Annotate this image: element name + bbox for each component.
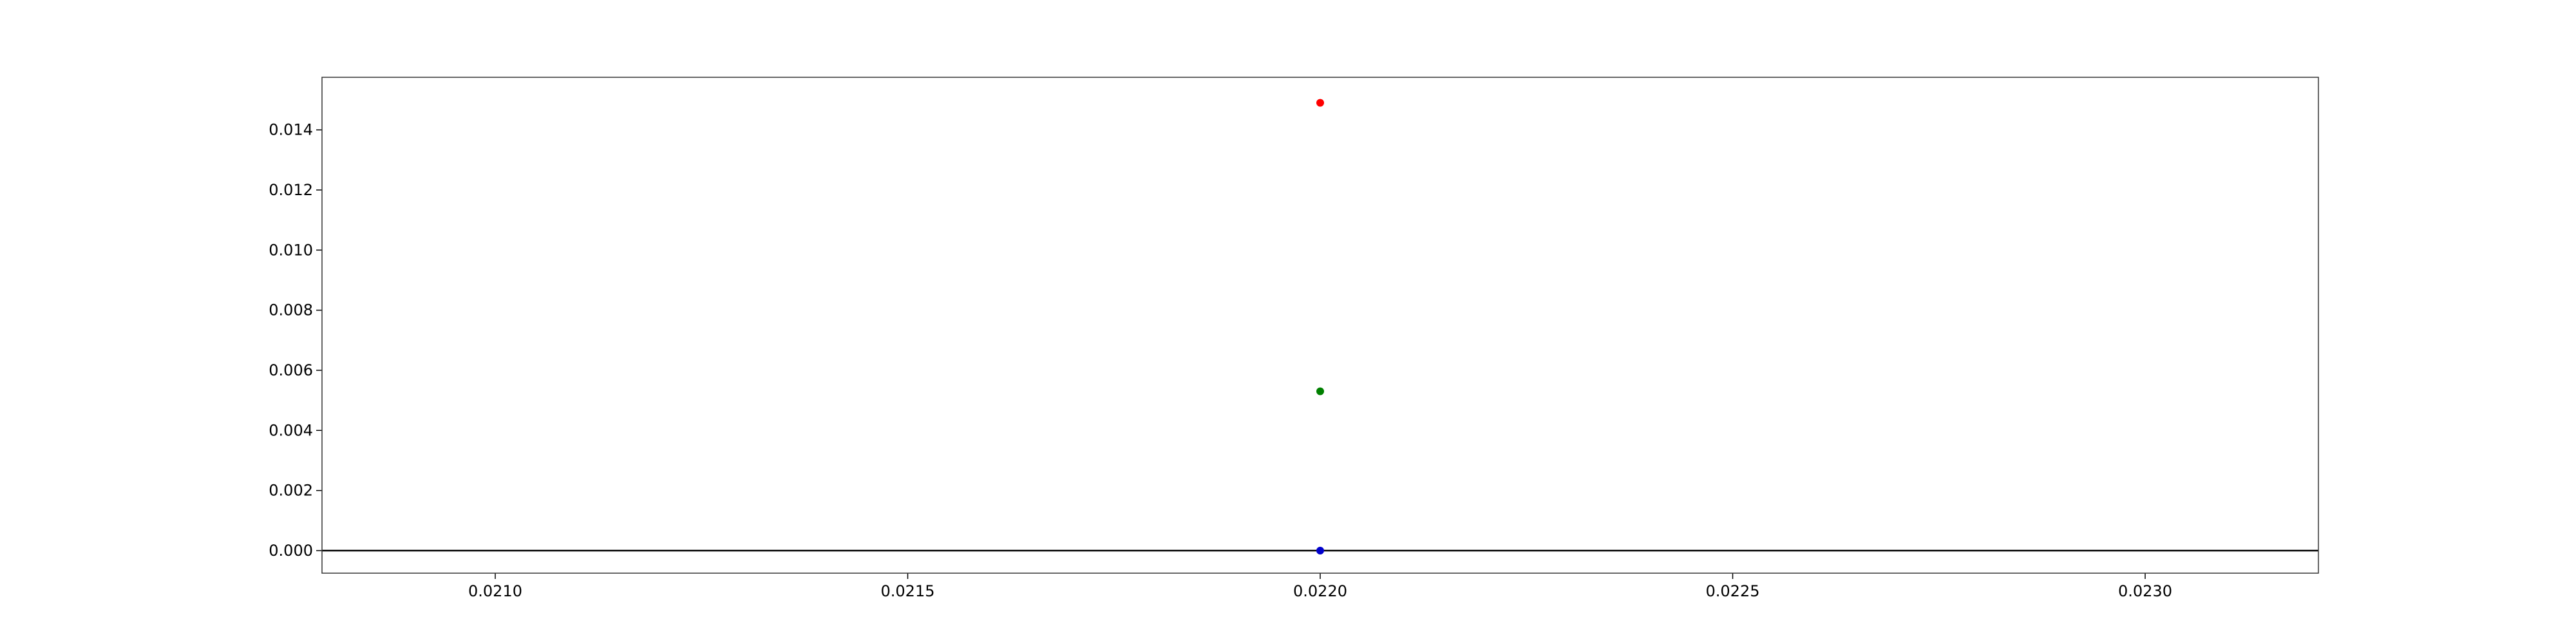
x-tick-label: 0.0220 (1293, 582, 1347, 600)
data-point-series-2 (1316, 387, 1324, 395)
y-tick-label: 0.014 (269, 121, 313, 139)
plot-frame (321, 77, 2319, 574)
ticks-layer: 0.0210 0.0215 0.0220 0.0225 0.0230 0.000 0.002… (269, 121, 2172, 600)
y-tick-label: 0.012 (269, 181, 313, 199)
y-tick-label: 0.008 (269, 301, 313, 319)
y-tick-label: 0.002 (269, 482, 313, 500)
x-tick-label: 0.0225 (1706, 582, 1760, 600)
y-tick-label: 0.000 (269, 542, 313, 560)
y-tick-label: 0.006 (269, 361, 313, 379)
data-point-series-3 (1316, 547, 1324, 554)
x-tick-label: 0.0230 (2118, 582, 2172, 600)
data-point-series-1 (1316, 99, 1324, 107)
marks-layer (1316, 99, 1324, 554)
x-tick-label: 0.0210 (468, 582, 522, 600)
y-tick-label: 0.010 (269, 241, 313, 259)
x-tick-label: 0.0215 (881, 582, 935, 600)
y-tick-label: 0.004 (269, 421, 313, 439)
